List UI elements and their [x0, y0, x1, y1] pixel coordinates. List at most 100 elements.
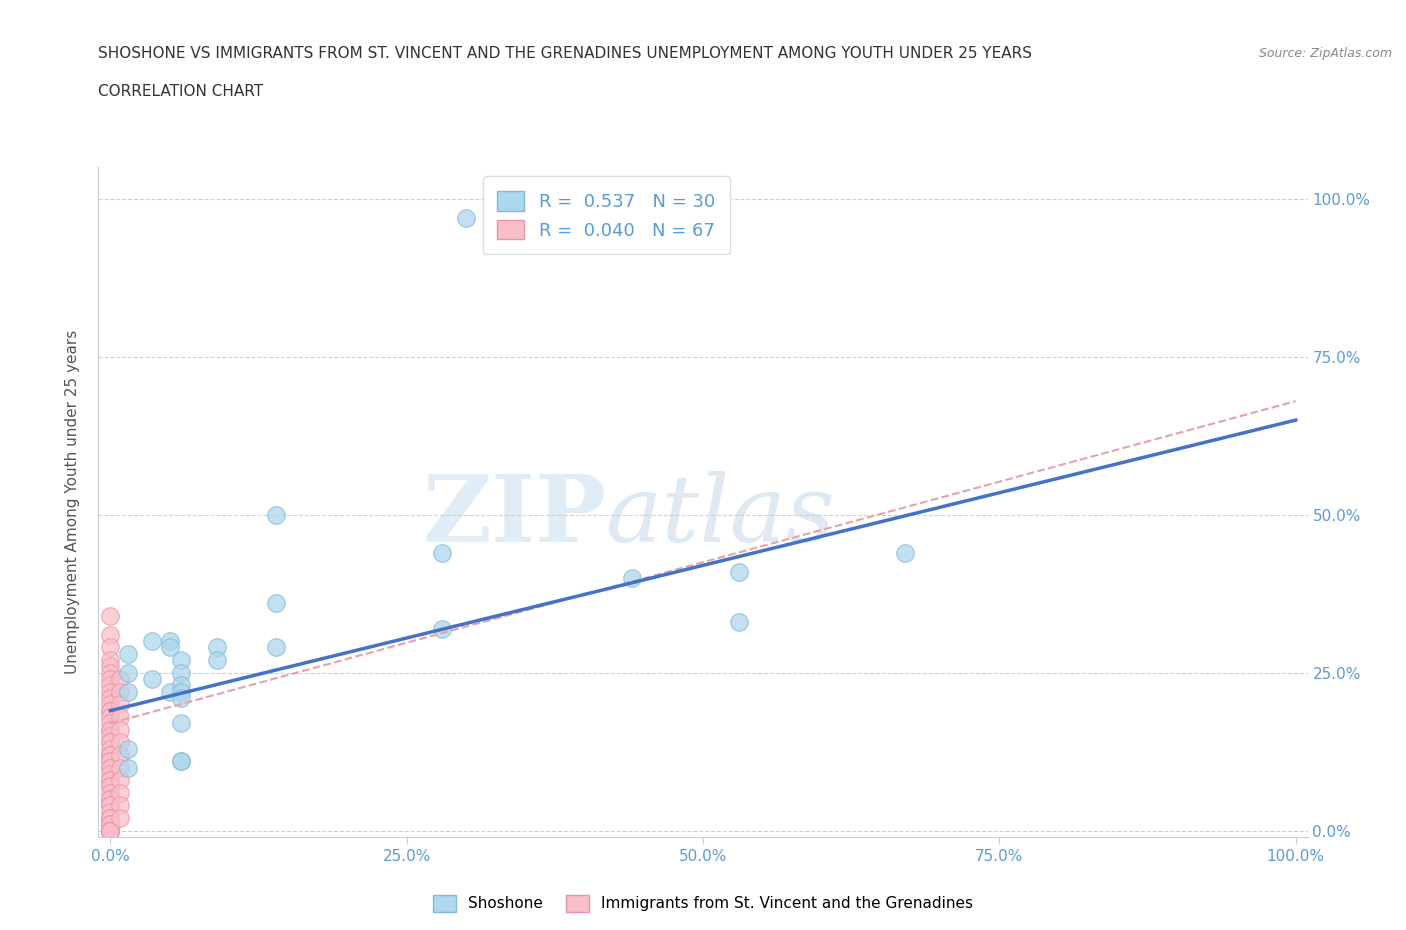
- Point: [98, 823, 121, 838]
- Point: [108, 697, 131, 711]
- Text: CORRELATION CHART: CORRELATION CHART: [98, 84, 263, 99]
- Text: atlas: atlas: [606, 471, 835, 561]
- Point: [170, 691, 193, 706]
- Point: [98, 760, 121, 775]
- Point: [117, 646, 139, 661]
- Point: [98, 791, 121, 806]
- Point: [98, 823, 121, 838]
- Point: [98, 823, 121, 838]
- Point: [98, 678, 121, 693]
- Point: [620, 571, 643, 586]
- Point: [159, 633, 181, 648]
- Point: [98, 748, 121, 763]
- Point: [98, 628, 121, 643]
- Point: [98, 665, 121, 680]
- Point: [108, 785, 131, 800]
- Point: [108, 723, 131, 737]
- Point: [98, 798, 121, 813]
- Point: [98, 753, 121, 768]
- Point: [170, 665, 193, 680]
- Point: [98, 798, 121, 813]
- Point: [170, 753, 193, 768]
- Point: [98, 760, 121, 775]
- Point: [98, 697, 121, 711]
- Text: ZIP: ZIP: [422, 471, 606, 561]
- Point: [98, 735, 121, 750]
- Point: [98, 659, 121, 674]
- Point: [108, 760, 131, 775]
- Point: [98, 728, 121, 743]
- Point: [727, 615, 749, 630]
- Point: [98, 703, 121, 718]
- Point: [98, 748, 121, 763]
- Point: [108, 684, 131, 699]
- Point: [98, 791, 121, 806]
- Point: [117, 684, 139, 699]
- Point: [98, 804, 121, 819]
- Point: [98, 773, 121, 788]
- Point: [264, 640, 287, 655]
- Point: [117, 760, 139, 775]
- Point: [98, 766, 121, 781]
- Point: [98, 823, 121, 838]
- Text: SHOSHONE VS IMMIGRANTS FROM ST. VINCENT AND THE GRENADINES UNEMPLOYMENT AMONG YO: SHOSHONE VS IMMIGRANTS FROM ST. VINCENT …: [98, 46, 1032, 61]
- Point: [108, 798, 131, 813]
- Point: [141, 671, 163, 686]
- Point: [108, 671, 131, 686]
- Point: [205, 653, 228, 668]
- Point: [159, 684, 181, 699]
- Point: [98, 817, 121, 831]
- Point: [170, 653, 193, 668]
- Point: [98, 817, 121, 831]
- Point: [98, 823, 121, 838]
- Point: [98, 823, 121, 838]
- Point: [98, 653, 121, 668]
- Point: [98, 716, 121, 731]
- Legend: Shoshone, Immigrants from St. Vincent and the Grenadines: Shoshone, Immigrants from St. Vincent an…: [427, 889, 979, 918]
- Point: [454, 210, 477, 225]
- Point: [98, 823, 121, 838]
- Point: [98, 773, 121, 788]
- Point: [117, 741, 139, 756]
- Point: [264, 596, 287, 611]
- Point: [98, 703, 121, 718]
- Point: [98, 823, 121, 838]
- Point: [98, 723, 121, 737]
- Point: [117, 665, 139, 680]
- Point: [108, 773, 131, 788]
- Point: [727, 565, 749, 579]
- Point: [141, 633, 163, 648]
- Point: [98, 823, 121, 838]
- Point: [432, 545, 454, 560]
- Point: [170, 684, 193, 699]
- Point: [98, 785, 121, 800]
- Point: [264, 508, 287, 523]
- Point: [170, 716, 193, 731]
- Point: [98, 671, 121, 686]
- Point: [98, 779, 121, 794]
- Point: [108, 735, 131, 750]
- Point: [98, 691, 121, 706]
- Point: [98, 817, 121, 831]
- Y-axis label: Unemployment Among Youth under 25 years: Unemployment Among Youth under 25 years: [65, 330, 80, 674]
- Legend: R =  0.537   N = 30, R =  0.040   N = 67: R = 0.537 N = 30, R = 0.040 N = 67: [482, 177, 730, 254]
- Point: [205, 640, 228, 655]
- Point: [98, 823, 121, 838]
- Point: [108, 748, 131, 763]
- Point: [98, 608, 121, 623]
- Point: [98, 779, 121, 794]
- Point: [98, 640, 121, 655]
- Point: [98, 823, 121, 838]
- Point: [108, 811, 131, 826]
- Point: [159, 640, 181, 655]
- Point: [98, 684, 121, 699]
- Point: [98, 811, 121, 826]
- Point: [893, 545, 915, 560]
- Point: [98, 823, 121, 838]
- Point: [98, 723, 121, 737]
- Point: [108, 710, 131, 724]
- Point: [170, 753, 193, 768]
- Point: [98, 811, 121, 826]
- Point: [98, 710, 121, 724]
- Text: Source: ZipAtlas.com: Source: ZipAtlas.com: [1258, 46, 1392, 60]
